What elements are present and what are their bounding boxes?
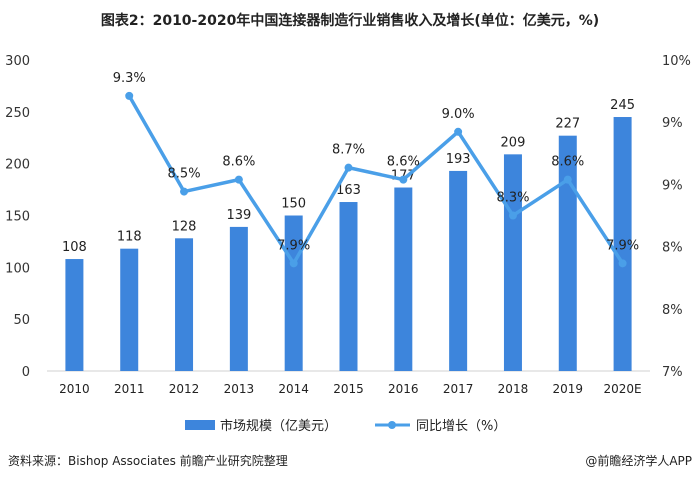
x-tick-label: 2012	[169, 382, 200, 396]
bar-data-label: 209	[501, 135, 526, 150]
bar	[229, 226, 248, 371]
x-tick-label: 2014	[278, 382, 309, 396]
bar-data-label: 128	[172, 219, 197, 234]
growth-data-label: 9.3%	[113, 71, 146, 86]
bar	[175, 238, 194, 371]
legend-line-label: 同比增长（%）	[416, 419, 506, 434]
growth-data-label: 8.5%	[168, 167, 201, 182]
chart-title: 图表2：2010-2020年中国连接器制造行业销售收入及增长(单位：亿美元，%)	[100, 13, 600, 29]
growth-point	[289, 259, 298, 268]
source-note: 资料来源：Bishop Associates 前瞻产业研究院整理	[8, 454, 288, 468]
bar	[558, 135, 577, 371]
bar	[394, 187, 413, 371]
growth-point	[563, 175, 572, 184]
right-tick-label: 7%	[662, 365, 683, 380]
bar	[120, 248, 139, 371]
growth-point	[180, 187, 189, 196]
x-tick-label: 2019	[552, 382, 583, 396]
left-tick-label: 0	[22, 365, 30, 380]
growth-point	[454, 127, 463, 136]
left-tick-label: 300	[5, 54, 30, 69]
bar-data-label: 193	[446, 152, 471, 167]
growth-point	[618, 259, 627, 268]
bar	[613, 117, 632, 372]
left-tick-label: 100	[5, 261, 30, 276]
left-tick-label: 250	[5, 106, 30, 121]
bar	[503, 154, 522, 371]
legend-line-marker	[388, 421, 396, 429]
growth-point	[234, 175, 243, 184]
growth-data-label: 7.9%	[606, 238, 639, 253]
growth-point	[344, 163, 353, 172]
bar-data-label: 108	[62, 240, 87, 255]
legend-bar-label: 市场规模（亿美元）	[220, 418, 337, 434]
x-tick-label: 2020E	[604, 382, 642, 396]
growth-data-label: 9.0%	[442, 107, 475, 122]
bar-data-label: 139	[226, 208, 251, 223]
left-tick-label: 50	[13, 313, 30, 328]
growth-point	[508, 211, 517, 220]
bar	[449, 170, 468, 371]
bar	[65, 259, 84, 371]
legend-bar-swatch	[185, 420, 215, 430]
right-tick-label: 10%	[662, 54, 691, 69]
growth-data-label: 8.7%	[332, 143, 365, 158]
x-tick-label: 2015	[333, 382, 364, 396]
x-tick-label: 2016	[388, 382, 419, 396]
growth-data-label: 8.6%	[387, 155, 420, 170]
x-tick-label: 2013	[224, 382, 255, 396]
bar-data-label: 150	[281, 197, 306, 212]
credit: @前瞻经济学人APP	[585, 454, 692, 468]
right-tick-label: 8%	[662, 303, 683, 318]
right-tick-label: 8%	[662, 241, 683, 256]
right-tick-label: 9%	[662, 178, 683, 193]
bar-data-label: 163	[336, 183, 361, 198]
left-tick-label: 200	[5, 158, 30, 173]
x-tick-label: 2011	[114, 382, 145, 396]
bar	[339, 202, 358, 371]
x-tick-label: 2017	[443, 382, 474, 396]
x-tick-label: 2018	[498, 382, 529, 396]
bar-data-label: 118	[117, 230, 142, 245]
growth-line	[127, 95, 625, 267]
growth-data-label: 7.9%	[277, 238, 310, 253]
right-tick-label: 9%	[662, 116, 683, 131]
growth-point	[399, 175, 408, 184]
growth-data-label: 8.6%	[551, 155, 584, 170]
x-tick-label: 2010	[59, 382, 90, 396]
left-tick-label: 150	[5, 210, 30, 225]
bar-data-label: 245	[610, 98, 635, 113]
growth-data-label: 8.3%	[496, 191, 529, 206]
growth-data-label: 8.6%	[222, 155, 255, 170]
growth-point	[125, 91, 134, 100]
bar-data-label: 227	[555, 117, 580, 132]
